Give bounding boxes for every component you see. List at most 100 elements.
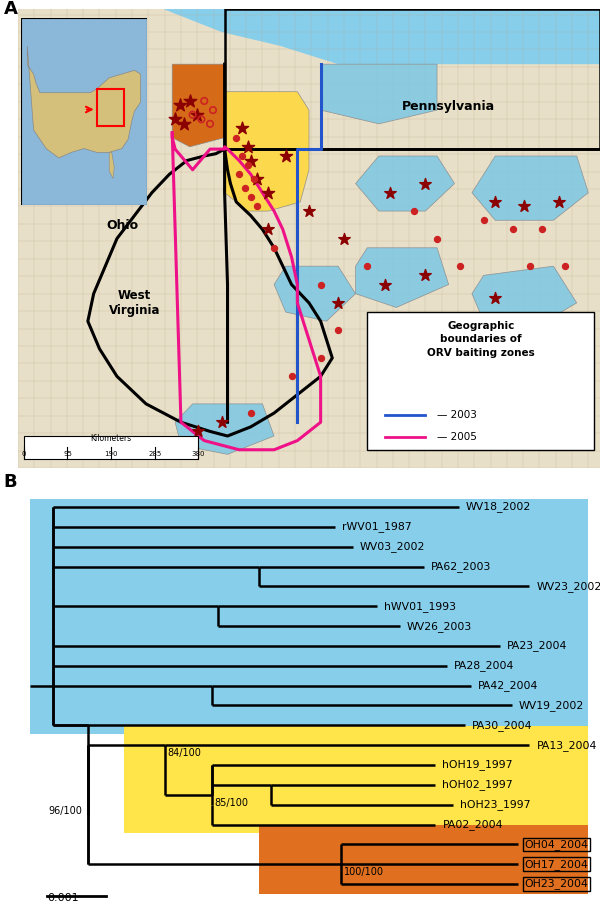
Point	[246, 190, 256, 205]
Bar	[224, 9, 600, 149]
Text: 84/100: 84/100	[168, 748, 202, 758]
Point	[421, 176, 430, 191]
Text: hOH23_1997: hOH23_1997	[460, 799, 530, 810]
Point	[316, 277, 325, 292]
Text: OH23_2004: OH23_2004	[525, 879, 589, 890]
Polygon shape	[356, 248, 449, 307]
Text: OH04_2004: OH04_2004	[525, 839, 589, 850]
Text: hOH02_1997: hOH02_1997	[442, 779, 513, 790]
Point	[334, 295, 343, 310]
Text: A: A	[4, 0, 17, 18]
Text: 95: 95	[63, 451, 72, 456]
Text: PA30_2004: PA30_2004	[472, 720, 532, 731]
Point	[188, 107, 197, 122]
Point	[490, 291, 500, 305]
Point	[421, 268, 430, 283]
Point	[208, 103, 218, 117]
Text: 0.001: 0.001	[47, 893, 79, 903]
Point	[263, 222, 273, 236]
Text: OH17_2004: OH17_2004	[525, 859, 589, 870]
Point	[526, 259, 535, 274]
Point	[432, 231, 442, 245]
Text: PA62_2003: PA62_2003	[431, 561, 491, 572]
Polygon shape	[175, 404, 274, 454]
Text: WV18_2002: WV18_2002	[466, 502, 531, 513]
Text: 96/100: 96/100	[49, 805, 83, 815]
Point	[237, 121, 247, 135]
Point	[334, 324, 343, 338]
Point	[386, 185, 395, 200]
Point	[479, 213, 488, 227]
Text: hOH19_1997: hOH19_1997	[442, 760, 513, 771]
Point	[243, 139, 253, 154]
Point	[193, 107, 202, 122]
Point	[304, 204, 314, 218]
Point	[179, 116, 188, 131]
Bar	[24, 436, 199, 459]
Point	[269, 241, 279, 255]
Polygon shape	[472, 156, 589, 220]
Text: WV03_2002: WV03_2002	[360, 541, 425, 552]
Polygon shape	[274, 266, 356, 321]
Point	[217, 415, 227, 430]
Point	[194, 425, 203, 439]
Text: WV23_2002: WV23_2002	[536, 581, 600, 592]
Point	[339, 231, 349, 245]
Text: 85/100: 85/100	[215, 798, 249, 808]
Text: 0: 0	[22, 451, 26, 456]
Bar	[97, 89, 124, 126]
Text: PA13_2004: PA13_2004	[536, 740, 597, 751]
Point	[455, 259, 465, 274]
Point	[205, 116, 215, 131]
Point	[243, 158, 253, 173]
Text: PA28_2004: PA28_2004	[454, 660, 515, 671]
Text: B: B	[3, 473, 17, 491]
Point	[490, 195, 500, 209]
Point	[252, 172, 262, 186]
Polygon shape	[163, 9, 600, 65]
Point	[554, 195, 564, 209]
Text: 380: 380	[191, 451, 205, 456]
Point	[252, 199, 262, 214]
Point	[362, 259, 372, 274]
Point	[175, 98, 185, 113]
Point	[508, 222, 518, 236]
Text: 190: 190	[104, 451, 118, 456]
Point	[316, 351, 325, 365]
Text: PA42_2004: PA42_2004	[478, 680, 538, 691]
Bar	[29, 499, 588, 734]
Point	[232, 130, 241, 145]
Text: PA23_2004: PA23_2004	[507, 641, 568, 652]
Text: WV26_2003: WV26_2003	[407, 621, 472, 632]
Point	[246, 154, 256, 168]
Text: — 2003: — 2003	[437, 410, 477, 420]
Text: WV19_2002: WV19_2002	[519, 700, 584, 711]
Polygon shape	[356, 156, 455, 211]
Text: rWV01_1987: rWV01_1987	[343, 522, 412, 533]
Point	[263, 185, 273, 200]
Polygon shape	[172, 65, 224, 146]
Polygon shape	[109, 153, 114, 178]
Point	[281, 149, 290, 164]
Point	[240, 181, 250, 195]
Text: 100/100: 100/100	[344, 867, 384, 877]
Point	[560, 259, 570, 274]
Text: Geographic
boundaries of
ORV baiting zones: Geographic boundaries of ORV baiting zon…	[427, 321, 535, 357]
Point	[380, 277, 389, 292]
Text: Kilometers: Kilometers	[91, 434, 131, 443]
Point	[199, 94, 209, 108]
Point	[537, 222, 547, 236]
Point	[246, 405, 256, 420]
Text: Pennsylvania: Pennsylvania	[402, 100, 495, 113]
Point	[170, 112, 180, 126]
Polygon shape	[320, 65, 437, 124]
Point	[185, 94, 194, 108]
Text: — 2005: — 2005	[437, 432, 477, 442]
Bar	[259, 825, 588, 894]
Text: hWV01_1993: hWV01_1993	[383, 601, 455, 612]
Polygon shape	[28, 46, 140, 158]
Text: PA02_2004: PA02_2004	[442, 819, 503, 830]
Point	[249, 172, 259, 186]
Point	[287, 369, 296, 384]
Text: Ohio: Ohio	[107, 219, 139, 233]
